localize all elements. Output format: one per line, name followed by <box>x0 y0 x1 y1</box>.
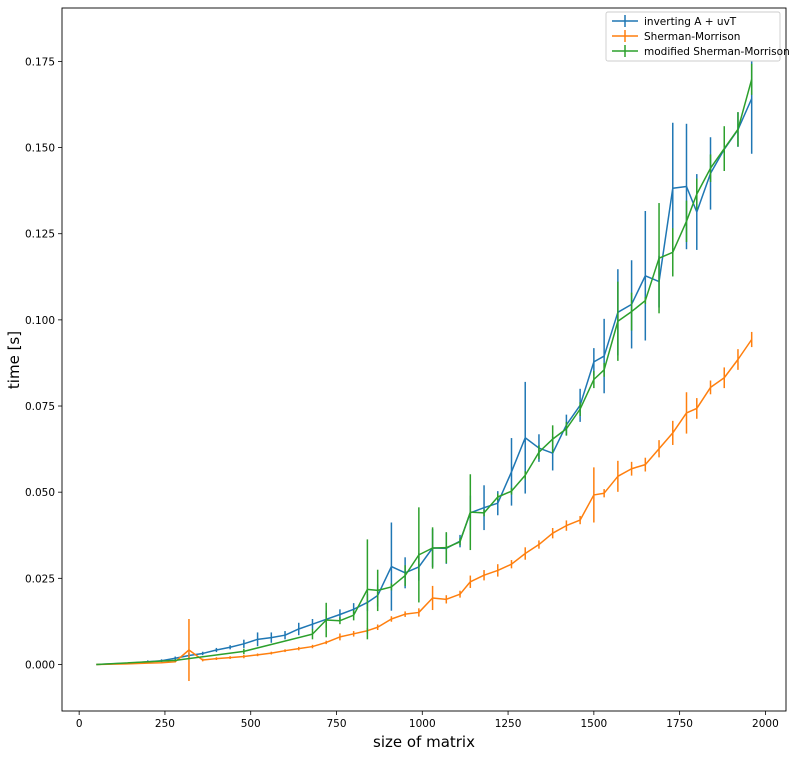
legend-label: modified Sherman-Morrison <box>644 46 790 58</box>
x-tick-label: 750 <box>326 718 346 730</box>
x-tick-label: 1000 <box>409 718 436 730</box>
series-layer <box>96 43 753 682</box>
y-axis-label: time [s] <box>5 331 23 389</box>
x-axis: 0 250 500 750 1000 1250 1500 1750 2000 <box>76 711 779 730</box>
x-tick-label: 0 <box>76 718 83 730</box>
x-tick-label: 250 <box>155 718 175 730</box>
series-2 <box>96 63 753 666</box>
x-tick-label: 2000 <box>752 718 779 730</box>
y-tick-label: 0.125 <box>25 229 55 241</box>
y-tick-label: 0.025 <box>25 573 55 585</box>
plot-area <box>61 7 787 712</box>
y-tick-label: 0.100 <box>25 315 55 327</box>
y-axis: 0.000 0.025 0.050 0.075 0.100 0.125 0.150 0.175 <box>25 56 62 671</box>
x-tick-label: 1250 <box>495 718 522 730</box>
y-tick-label: 0.175 <box>25 56 55 68</box>
y-tick-label: 0.075 <box>25 401 55 413</box>
y-tick-label: 0.150 <box>25 143 55 155</box>
x-tick-label: 1500 <box>580 718 607 730</box>
y-tick-label: 0.050 <box>25 487 55 499</box>
legend-label: Sherman-Morrison <box>644 31 740 43</box>
x-tick-label: 500 <box>241 718 261 730</box>
x-tick-label: 1750 <box>666 718 693 730</box>
legend-label: inverting A + uvT <box>644 16 737 28</box>
plot-frame <box>61 7 787 712</box>
y-tick-label: 0.000 <box>25 659 55 671</box>
x-axis-label: size of matrix <box>373 733 475 751</box>
legend-frame <box>605 11 781 62</box>
legend: inverting A + uvT Sherman-Morrison modifie… <box>605 11 790 62</box>
